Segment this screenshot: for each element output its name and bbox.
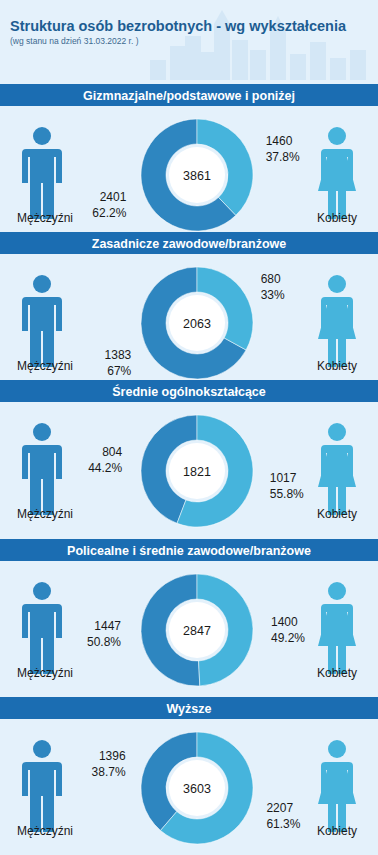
woman-body xyxy=(318,149,356,219)
woman-head xyxy=(328,127,346,145)
skyline-building xyxy=(330,58,346,80)
count-label: 2207 xyxy=(266,801,293,815)
count-label: 1017 xyxy=(270,471,297,485)
woman-body xyxy=(318,604,356,674)
donut-slice xyxy=(160,732,253,844)
section-title: Wyższe xyxy=(167,702,212,716)
section: Policealne i średnie zawodowe/branżowe Mę… xyxy=(0,539,378,686)
category-label: Kobiety xyxy=(317,507,357,521)
donut-center xyxy=(169,443,225,499)
woman-body xyxy=(318,297,356,367)
category-label: Mężczyźni xyxy=(17,666,73,680)
section-title: Średnie ogólnokształcące xyxy=(112,384,266,399)
donut xyxy=(141,732,253,844)
donut-center xyxy=(169,295,225,351)
woman-head xyxy=(328,582,346,600)
man-body xyxy=(22,445,62,515)
woman-head xyxy=(328,423,346,441)
man-body xyxy=(22,762,62,832)
donut-center xyxy=(169,147,225,203)
category-label: Mężczyźni xyxy=(17,359,73,373)
percent-label: 62.2% xyxy=(92,206,126,220)
section-band xyxy=(0,697,378,719)
donut xyxy=(141,119,253,231)
donut-center xyxy=(169,602,225,658)
donut xyxy=(141,267,253,379)
category-label: Mężczyźni xyxy=(17,824,73,838)
subtitle: (wg stanu na dzień 31.03.2022 r. ) xyxy=(10,36,139,46)
percent-label: 44.2% xyxy=(88,461,122,475)
woman-head xyxy=(328,275,346,293)
skyline-building xyxy=(185,36,201,80)
count-label: 1383 xyxy=(105,348,132,362)
section: Średnie ogólnokształcące Mężczyźni Kobiety… xyxy=(0,380,378,527)
percent-label: 38.7% xyxy=(92,765,126,779)
count-label: 2401 xyxy=(100,190,127,204)
woman-body xyxy=(318,445,356,515)
skyline-building xyxy=(170,46,186,80)
background xyxy=(0,0,378,855)
section-band xyxy=(0,84,378,106)
count-label: 804 xyxy=(102,445,122,459)
total-label: 3603 xyxy=(183,782,211,796)
percent-label: 37.8% xyxy=(266,150,300,164)
man-head xyxy=(33,582,51,600)
category-label: Mężczyźni xyxy=(17,507,73,521)
section: Wyższe Mężczyźni Kobiety 1396 38.7% 2207 61.3%… xyxy=(0,697,378,844)
section-title: Zasadnicze zawodowe/branżowe xyxy=(92,237,287,251)
man-body xyxy=(22,297,62,367)
percent-label: 50.8% xyxy=(87,635,121,649)
woman-head xyxy=(328,740,346,758)
woman-body xyxy=(318,762,356,832)
man-head xyxy=(33,740,51,758)
percent-label: 55.8% xyxy=(270,487,304,501)
donut xyxy=(141,415,253,527)
category-label: Kobiety xyxy=(317,824,357,838)
man-body xyxy=(22,149,62,219)
count-label: 1400 xyxy=(271,615,298,629)
skyline-building xyxy=(310,42,326,80)
total-label: 1821 xyxy=(183,465,211,479)
title: Struktura osób bezrobotnych - wg wykszta… xyxy=(10,18,347,34)
skyline-building xyxy=(270,32,286,80)
section-band xyxy=(0,380,378,402)
total-label: 3861 xyxy=(183,169,211,183)
percent-label: 33% xyxy=(261,288,285,302)
count-label: 680 xyxy=(261,272,281,286)
total-label: 2063 xyxy=(183,317,211,331)
skyline-building xyxy=(250,50,266,80)
skyline-building xyxy=(200,52,216,80)
category-label: Mężczyźni xyxy=(17,211,73,225)
section-band xyxy=(0,539,378,561)
count-label: 1447 xyxy=(94,619,121,633)
section-title: Policealne i średnie zawodowe/branżowe xyxy=(67,544,311,558)
category-label: Kobiety xyxy=(317,359,357,373)
category-label: Kobiety xyxy=(317,211,357,225)
donut-center xyxy=(169,760,225,816)
count-label: 1396 xyxy=(99,749,126,763)
donut xyxy=(141,574,253,686)
count-label: 1460 xyxy=(266,134,293,148)
skyline-building xyxy=(350,50,366,80)
section: Gizmnazjalne/podstawowe i poniżej Mężczyź… xyxy=(0,84,378,231)
man-body xyxy=(22,604,62,674)
section-band xyxy=(0,232,378,254)
man-head xyxy=(33,127,51,145)
percent-label: 49.2% xyxy=(271,631,305,645)
total-label: 2847 xyxy=(183,624,211,638)
skyline-building xyxy=(290,54,306,80)
man-head xyxy=(33,423,51,441)
infographic: Struktura osób bezrobotnych - wg wykszta… xyxy=(0,0,378,855)
category-label: Kobiety xyxy=(317,666,357,680)
percent-label: 67% xyxy=(107,364,131,378)
section-title: Gizmnazjalne/podstawowe i poniżej xyxy=(83,89,295,103)
skyline-building xyxy=(232,40,248,80)
page: Struktura osób bezrobotnych - wg wykszta… xyxy=(0,0,378,855)
percent-label: 61.3% xyxy=(266,817,300,831)
skyline-building xyxy=(150,60,166,80)
man-head xyxy=(33,275,51,293)
section: Zasadnicze zawodowe/branżowe Mężczyźni Kob… xyxy=(0,232,378,379)
